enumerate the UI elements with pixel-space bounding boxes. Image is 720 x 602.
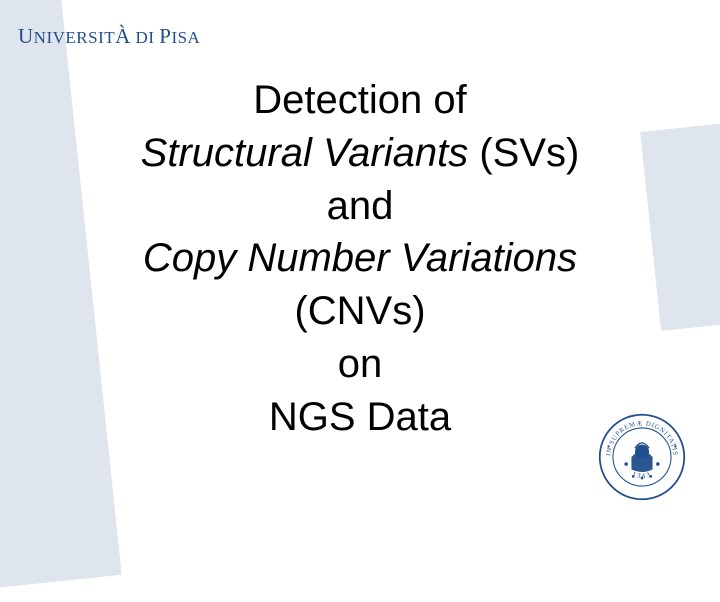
title-italic: Structural Variants xyxy=(141,131,469,175)
slide-title: Detection of Structural Variants (SVs) a… xyxy=(0,74,720,444)
university-logo-text: UNIVERSITÀ DI PISA xyxy=(18,24,200,49)
title-line-3: and xyxy=(0,180,720,233)
logo-letter: P xyxy=(159,24,171,48)
title-line-1: Detection of xyxy=(0,74,720,127)
logo-text-part: ISA xyxy=(171,28,200,47)
title-line-4: Copy Number Variations xyxy=(0,232,720,285)
logo-letter: À xyxy=(115,24,131,48)
logo-letter: U xyxy=(18,24,34,48)
title-italic: Copy Number Variations xyxy=(143,236,577,280)
university-seal-icon: IN SUPREMÆ DIGNITATIS 1343 xyxy=(598,413,686,506)
title-line-2: Structural Variants (SVs) xyxy=(0,127,720,180)
title-line-5: (CNVs) xyxy=(0,285,720,338)
title-plain: (SVs) xyxy=(468,131,579,175)
logo-text-part: DI xyxy=(131,28,159,47)
logo-text-part: NIVERSIT xyxy=(34,28,115,47)
title-line-6: on xyxy=(0,338,720,391)
